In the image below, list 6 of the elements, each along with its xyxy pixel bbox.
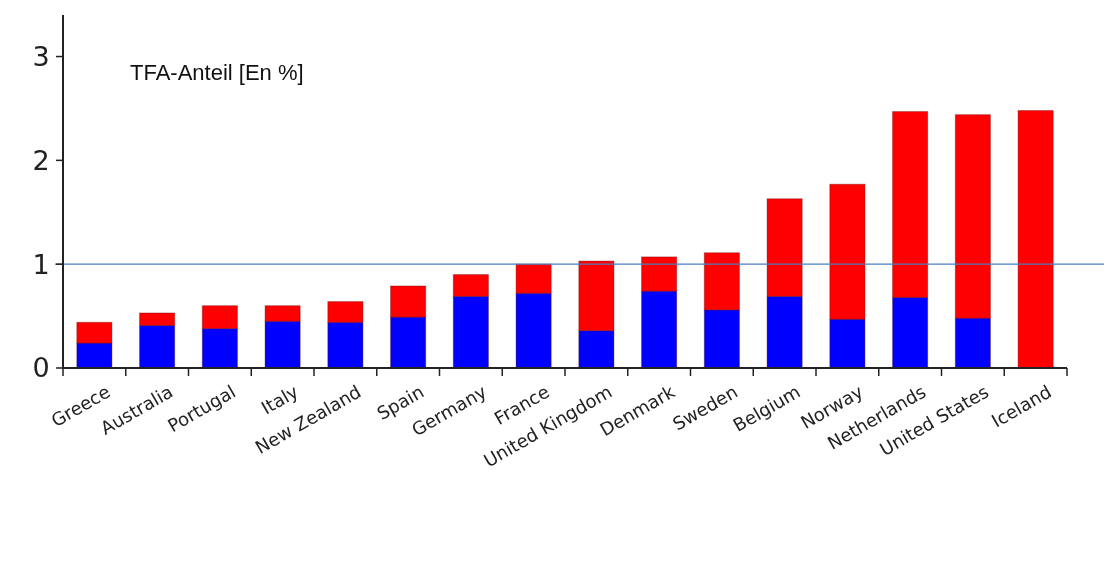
y-tick-label: 2 xyxy=(32,144,50,176)
y-tick-label: 0 xyxy=(32,352,50,384)
bar xyxy=(1017,110,1054,369)
y-tick-label: 3 xyxy=(32,40,50,72)
text: TFA-Anteil [En %] xyxy=(130,60,304,85)
y-tick-label: 1 xyxy=(32,248,50,280)
